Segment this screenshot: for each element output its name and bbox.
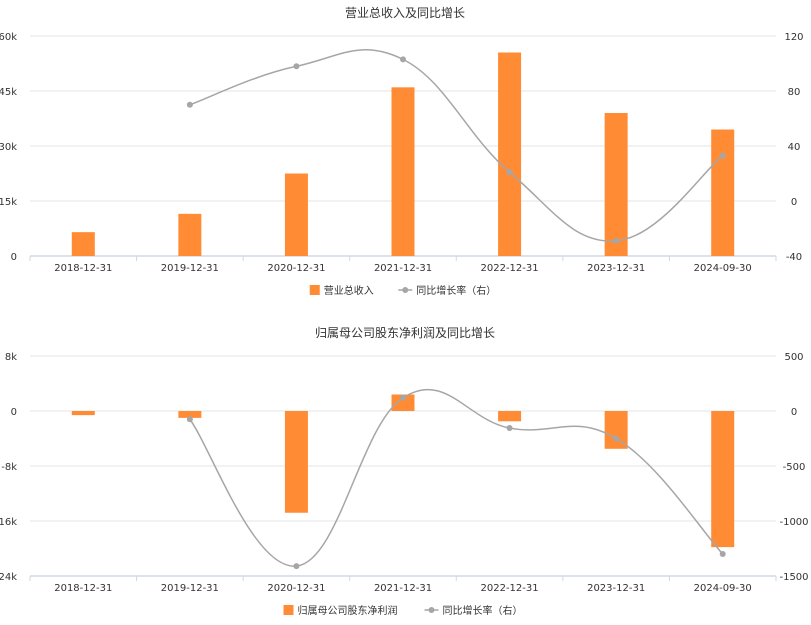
legend-swatch-bar xyxy=(283,605,294,615)
growth-point xyxy=(613,237,620,244)
bar xyxy=(604,411,628,449)
legend: 营业总收入 同比增长率（右） xyxy=(309,284,496,297)
y-right-tick-label: 80 xyxy=(788,87,801,98)
chart-panel-1: 营业总收入及同比增长 0 -40 15k 0 30k 40 45k 80 60k 120 2018-1… xyxy=(0,6,804,297)
legend-swatch-marker xyxy=(428,607,435,613)
chart-title: 营业总收入及同比增长 xyxy=(345,6,465,20)
legend-label-line: 同比增长率（右） xyxy=(416,284,496,297)
bar xyxy=(498,411,522,422)
bar xyxy=(284,173,308,256)
growth-point xyxy=(400,394,406,401)
y-right-tick-label: 0 xyxy=(791,197,797,208)
y-right-tick-label: -1500 xyxy=(779,572,808,583)
x-tick-label: 2022-12-31 xyxy=(481,583,539,594)
x-tick-label: 2022-12-31 xyxy=(481,263,539,274)
legend-label-bar: 营业总收入 xyxy=(324,284,374,297)
bar xyxy=(604,113,628,256)
y-right-tick-label: -500 xyxy=(783,462,806,473)
growth-point xyxy=(186,416,193,423)
x-tick-label: 2023-12-31 xyxy=(587,263,645,274)
y-left-tick-label: 45k xyxy=(0,87,17,98)
chart-panel-2: 归属母公司股东净利润及同比增长 -24k -1500 -16k -1000 -8k -500… xyxy=(0,326,809,617)
growth-point xyxy=(293,63,300,70)
x-tick-label: 2018-12-31 xyxy=(54,583,112,594)
x-tick-label: 2019-12-31 xyxy=(161,583,219,594)
x-tick-label: 2023-12-31 xyxy=(587,583,645,594)
legend-swatch-bar xyxy=(309,285,320,295)
y-right-tick-label: 40 xyxy=(788,142,801,153)
y-right-tick-label: -40 xyxy=(786,252,802,263)
x-tick-label: 2019-12-31 xyxy=(161,263,219,274)
chart-title: 归属母公司股东净利润及同比增长 xyxy=(315,326,495,340)
growth-point xyxy=(506,169,513,176)
y-left-tick-label: 60k xyxy=(0,32,17,43)
y-right-tick-label: 120 xyxy=(784,32,803,43)
y-right-tick-label: -1000 xyxy=(779,517,808,528)
y-right-tick-label: 0 xyxy=(791,407,797,418)
y-left-tick-label: 0 xyxy=(11,252,17,263)
y-left-tick-label: 0 xyxy=(11,407,17,418)
growth-point xyxy=(400,56,406,63)
growth-point xyxy=(293,563,300,570)
bar xyxy=(711,411,735,548)
y-left-tick-label: 15k xyxy=(0,197,17,208)
x-tick-label: 2020-12-31 xyxy=(267,263,325,274)
bar xyxy=(178,213,202,256)
growth-point xyxy=(613,435,620,442)
bar xyxy=(178,411,202,418)
y-left-tick-label: -8k xyxy=(1,462,17,473)
x-tick-label: 2021-12-31 xyxy=(374,263,432,274)
x-tick-label: 2024-09-30 xyxy=(694,263,752,274)
growth-point xyxy=(719,551,726,557)
legend-swatch-marker xyxy=(402,287,409,293)
x-tick-label: 2018-12-31 xyxy=(54,263,112,274)
bar xyxy=(391,394,415,411)
y-left-tick-label: 30k xyxy=(0,142,17,153)
bar xyxy=(711,129,735,256)
x-tick-label: 2020-12-31 xyxy=(267,583,325,594)
bar xyxy=(284,411,308,513)
bar xyxy=(391,87,415,256)
bar xyxy=(498,52,522,256)
x-tick-label: 2021-12-31 xyxy=(374,583,432,594)
bar xyxy=(71,411,95,416)
y-left-tick-label: -24k xyxy=(0,572,17,583)
y-left-tick-label: 8k xyxy=(5,352,17,363)
x-tick-label: 2024-09-30 xyxy=(694,583,752,594)
y-right-tick-label: 500 xyxy=(784,352,803,363)
legend-label-bar: 归属母公司股东净利润 xyxy=(298,604,398,617)
growth-line xyxy=(189,388,724,567)
growth-line xyxy=(189,49,724,242)
y-left-tick-label: -16k xyxy=(0,517,17,528)
growth-point xyxy=(186,101,193,108)
growth-point xyxy=(719,152,726,159)
legend: 归属母公司股东净利润 同比增长率（右） xyxy=(283,604,523,617)
bar xyxy=(71,232,95,256)
growth-point xyxy=(506,425,513,432)
legend-label-line: 同比增长率（右） xyxy=(443,604,523,617)
